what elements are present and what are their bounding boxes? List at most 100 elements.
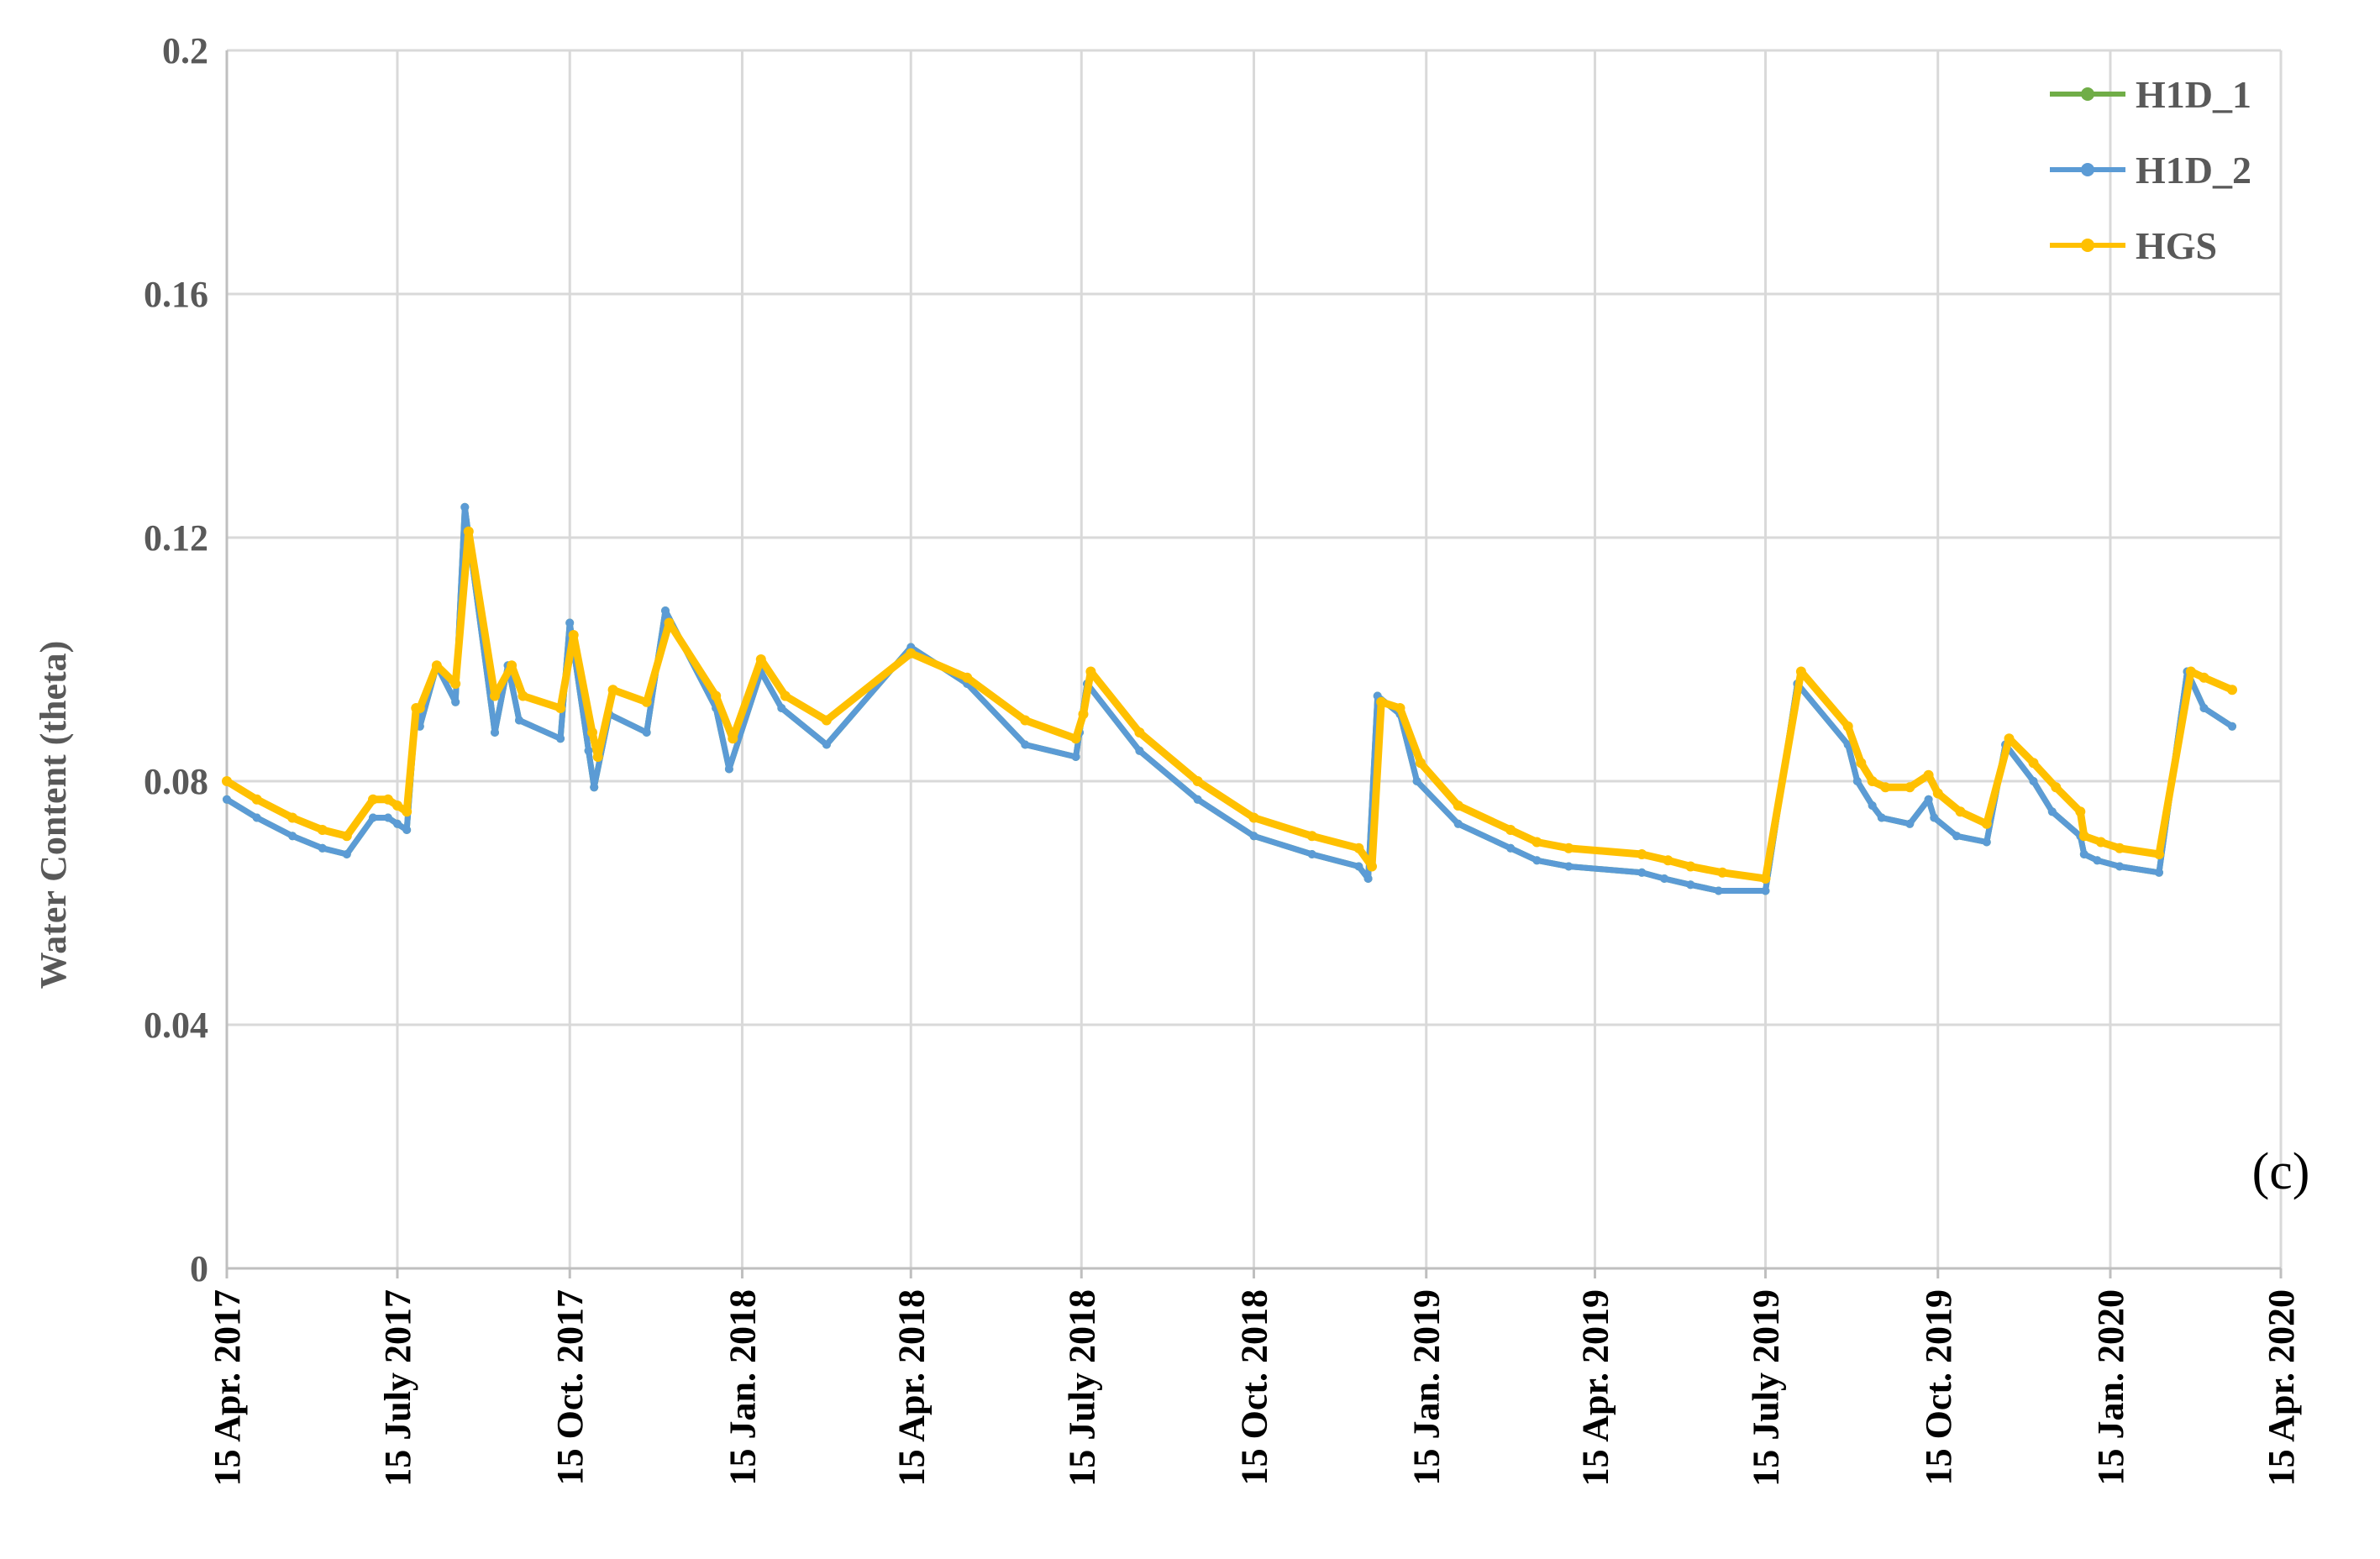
data-point [402, 806, 412, 817]
data-point [1376, 696, 1387, 707]
data-point [317, 825, 328, 835]
data-point [1078, 709, 1089, 720]
data-point [2199, 672, 2209, 683]
data-point [463, 526, 474, 537]
data-point [393, 819, 402, 828]
data-point [369, 813, 377, 822]
data-point [590, 783, 599, 792]
y-axis-title: Water Content (theta) [33, 641, 74, 989]
data-point [1795, 666, 1806, 677]
data-point [1363, 874, 1373, 883]
data-point [1020, 715, 1031, 726]
data-point [2155, 868, 2163, 877]
data-point [1924, 795, 1933, 804]
data-point [584, 746, 593, 755]
x-tick-label: 15 Apr. 2017 [207, 1289, 248, 1486]
data-point [568, 630, 579, 640]
data-point [1660, 874, 1669, 883]
data-point [460, 502, 470, 512]
data-point [664, 617, 675, 628]
data-point [724, 764, 733, 774]
data-point [777, 704, 786, 712]
data-point [515, 716, 523, 725]
data-point [1564, 862, 1574, 871]
data-point [1193, 795, 1202, 804]
data-point [1714, 886, 1723, 895]
legend-item: HGS [2050, 224, 2217, 267]
data-point [1982, 837, 1991, 847]
x-tick-label: 15 Oct. 2018 [1234, 1289, 1275, 1485]
data-point [1070, 733, 1081, 744]
data-point [2115, 862, 2125, 871]
data-point [342, 850, 351, 858]
data-point [1842, 721, 1853, 732]
data-point [1354, 862, 1363, 871]
y-tick-label: 0.04 [144, 1005, 208, 1046]
x-tick-label: 15 Oct. 2019 [1918, 1289, 1959, 1485]
data-point [2228, 722, 2236, 731]
data-point [431, 660, 442, 671]
data-point [392, 800, 402, 811]
data-point [2093, 856, 2102, 865]
data-point [2029, 777, 2038, 785]
data-point [1952, 832, 1962, 841]
axis-layer: 0 0.04 0.08 0.12 0.16 0.2 15 Apr. 2017 15 July … [144, 30, 2302, 1487]
data-point [1868, 801, 1877, 810]
data-point [507, 660, 518, 671]
data-point [1353, 842, 1364, 853]
data-point [223, 795, 231, 804]
data-point [287, 812, 298, 823]
data-point [2075, 806, 2086, 817]
data-point [1663, 855, 1673, 866]
data-point [1532, 856, 1542, 865]
data-point [1192, 776, 1203, 786]
legend: H1D_1 H1D_2 HGS [2050, 73, 2251, 267]
data-point [1761, 886, 1770, 895]
grid-layer [225, 49, 2283, 1270]
x-tick-label: 15 Jan. 2020 [2090, 1289, 2131, 1485]
data-point [607, 685, 618, 696]
data-point [368, 794, 378, 805]
data-point [1306, 831, 1317, 842]
data-point [382, 794, 393, 805]
data-point [222, 776, 232, 786]
y-tick-label: 0 [190, 1248, 208, 1289]
data-point [906, 648, 917, 659]
data-point [2115, 842, 2125, 853]
data-point [1395, 703, 1405, 713]
x-tick-label: 15 Jan. 2019 [1406, 1289, 1447, 1485]
series-layer [222, 502, 2237, 895]
data-point [1453, 819, 1463, 828]
data-point [1307, 850, 1316, 858]
data-point [2047, 807, 2057, 816]
panel-label: (c) [2252, 1143, 2310, 1200]
data-point [1021, 740, 1030, 749]
data-point [450, 679, 461, 689]
data-point [587, 727, 597, 738]
data-point [711, 690, 722, 701]
data-point [556, 734, 565, 743]
data-point [1563, 842, 1574, 853]
data-point [518, 690, 528, 701]
data-point [1685, 861, 1696, 872]
data-point [1760, 874, 1771, 884]
data-point [728, 733, 738, 744]
data-point [251, 794, 262, 805]
data-point [2185, 666, 2196, 677]
data-point [1905, 782, 1915, 793]
legend-label: H1D_2 [2136, 149, 2251, 192]
data-point [402, 826, 412, 834]
data-point [2051, 782, 2062, 793]
x-tick-label: 15 Apr. 2020 [2261, 1289, 2302, 1486]
data-point [2028, 758, 2039, 769]
y-tick-label: 0.16 [144, 274, 208, 315]
data-point [2154, 849, 2164, 859]
data-point [288, 832, 297, 841]
x-tick-label: 15 July 2019 [1746, 1289, 1787, 1487]
data-point [592, 752, 603, 762]
legend-swatch-marker [2081, 163, 2094, 176]
data-point [2227, 685, 2237, 696]
data-point [1930, 813, 1939, 822]
data-point [1856, 758, 1867, 769]
